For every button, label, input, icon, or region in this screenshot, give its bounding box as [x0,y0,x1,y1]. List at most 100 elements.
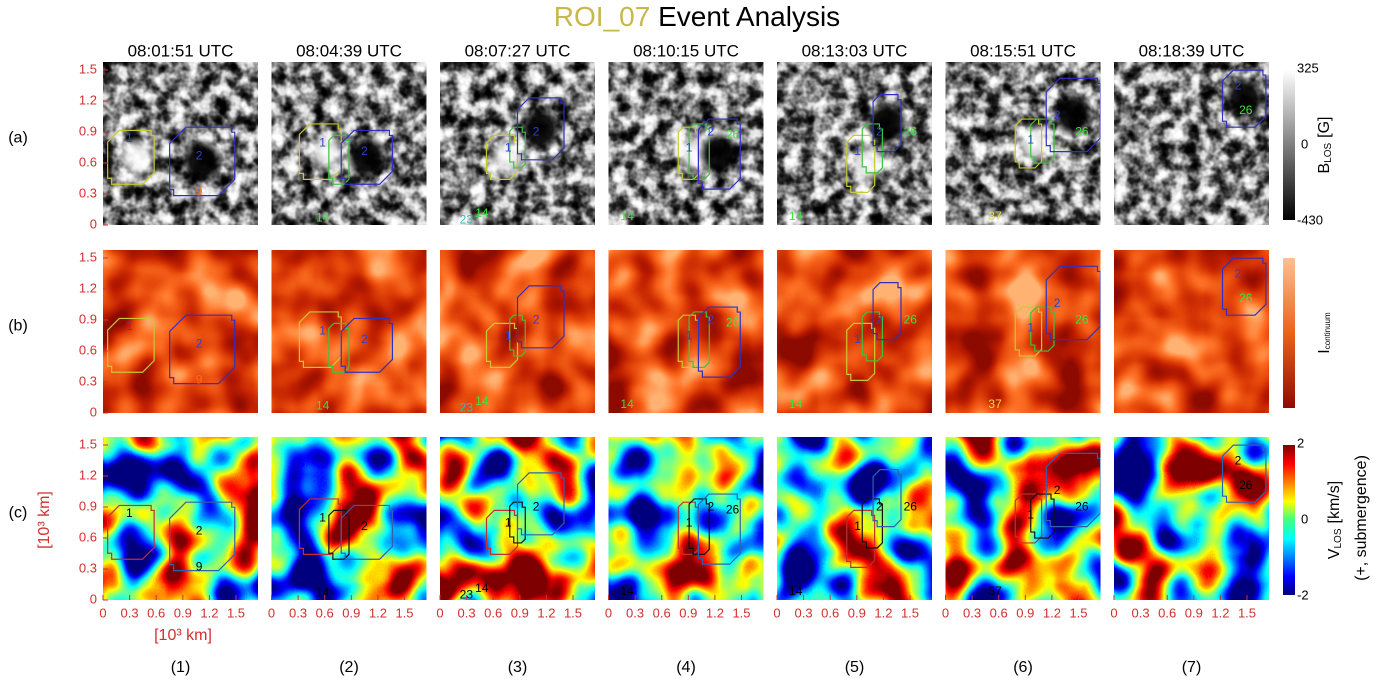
region-contour [1014,493,1043,544]
x-tick-label: 0.3 [121,605,139,620]
colorbar-label: BLOS [G] [1316,116,1333,173]
colorbar-note: (+, submergence) [1353,455,1370,581]
column-label: (2) [339,659,359,676]
x-tick-label: 0.9 [1185,605,1203,620]
y-tick-label: 0.3 [79,560,97,575]
dark-blob [344,133,389,182]
region-label: 2 [876,124,883,138]
x-tick-label: 1.5 [1069,605,1087,620]
region-contour [485,322,519,368]
colorbar-symbol: V [1326,548,1343,559]
region-contour [516,97,565,161]
column-label: (3) [508,659,528,676]
region-label: 1 [686,329,693,343]
x-tick-label: 0.3 [289,605,307,620]
region-contour [872,282,902,341]
colorbar-unit: [G] [1316,116,1333,137]
region-label: 26 [904,312,918,326]
region-contour [861,498,884,549]
panel: 1 2 14 [271,250,427,413]
region-contour [872,93,902,153]
region-label: 1 [126,506,133,520]
colorbar-sub: LOS [1323,143,1334,163]
panel-image [777,250,932,413]
bright-blob [1014,121,1055,166]
region-label: 26 [726,503,740,517]
x-tick-label: 0 [436,605,443,620]
colorbar-sub: continuum [1323,312,1332,349]
region-label: 23 [460,400,474,414]
region-label: 26 [1075,499,1089,513]
region-contour [1045,265,1101,341]
colorbar-min: -2 [1297,587,1309,602]
title-roi: ROI_07 [554,1,651,32]
region-contour [169,126,236,197]
region-contour [485,134,519,180]
region-label: 1 [505,516,512,530]
y-tick-label: 0 [90,216,97,231]
x-tick-label: 1.5 [732,605,750,620]
region-contour [1030,306,1055,352]
region-label: 14 [789,584,803,598]
y-tick-label: 0 [90,591,97,606]
panel-image [103,437,258,600]
region-contour [1014,306,1043,357]
region-contour [1045,77,1101,153]
region-contour [1045,452,1101,528]
region-label: 23 [460,212,474,226]
x-tick-label: 0.9 [174,605,192,620]
region-label: 1 [686,141,693,155]
panel: 1 2 14 [271,62,427,225]
y-tick-label: 1.2 [79,467,97,482]
region-contour [509,126,526,169]
x-tick-label: 1.5 [227,605,245,620]
region-label: 1 [505,329,512,343]
x-tick-label: 0.6 [821,605,839,620]
region-label: 14 [789,209,803,223]
y-tick-label: 1.5 [79,436,97,451]
y-tick-label: 1.2 [79,92,97,107]
y-tick-label: 0.9 [79,123,97,138]
panel: 1 2 26 37 [945,437,1101,600]
panel: 2 26 [1114,437,1269,600]
region-contour [298,498,342,555]
title-rest: Event Analysis [658,1,840,32]
panel-image [945,250,1101,413]
x-axis-label: [10³ km] [154,627,212,644]
region-label: 37 [988,397,1002,411]
time-label: 08:01:51 UTC [128,41,234,60]
region-label: 2 [361,519,368,533]
region-label: 14 [316,211,330,225]
colorbar-mid: 0 [1301,511,1308,526]
region-label: 14 [620,584,634,598]
region-contour [846,322,876,381]
panel: 1 2 26 37 [945,62,1101,225]
dark-blob [865,99,910,148]
region-label: 14 [475,394,489,408]
region-label: 2 [707,124,714,138]
panel: 1 2 26 37 [945,250,1101,413]
colorbar [1283,70,1295,220]
region-label: 1 [319,324,326,338]
time-label: 08:13:03 UTC [802,41,908,60]
region-label: 2 [361,332,368,346]
x-tick-label: 0 [1110,605,1117,620]
region-contour [861,311,884,362]
y-tick-label: 0 [90,404,97,419]
x-tick-label: 0.9 [342,605,360,620]
region-label: 26 [1075,312,1089,326]
colorbar-sub: LOS [1333,528,1344,548]
region-label: 37 [988,209,1002,223]
region-label: 14 [316,399,330,413]
region-label: 14 [316,586,330,600]
row-label: (a) [8,130,28,147]
x-tick-label: 0.3 [626,605,644,620]
dark-blob [1222,74,1267,123]
x-tick-label: 0.3 [458,605,476,620]
x-tick-label: 1.5 [1238,605,1256,620]
